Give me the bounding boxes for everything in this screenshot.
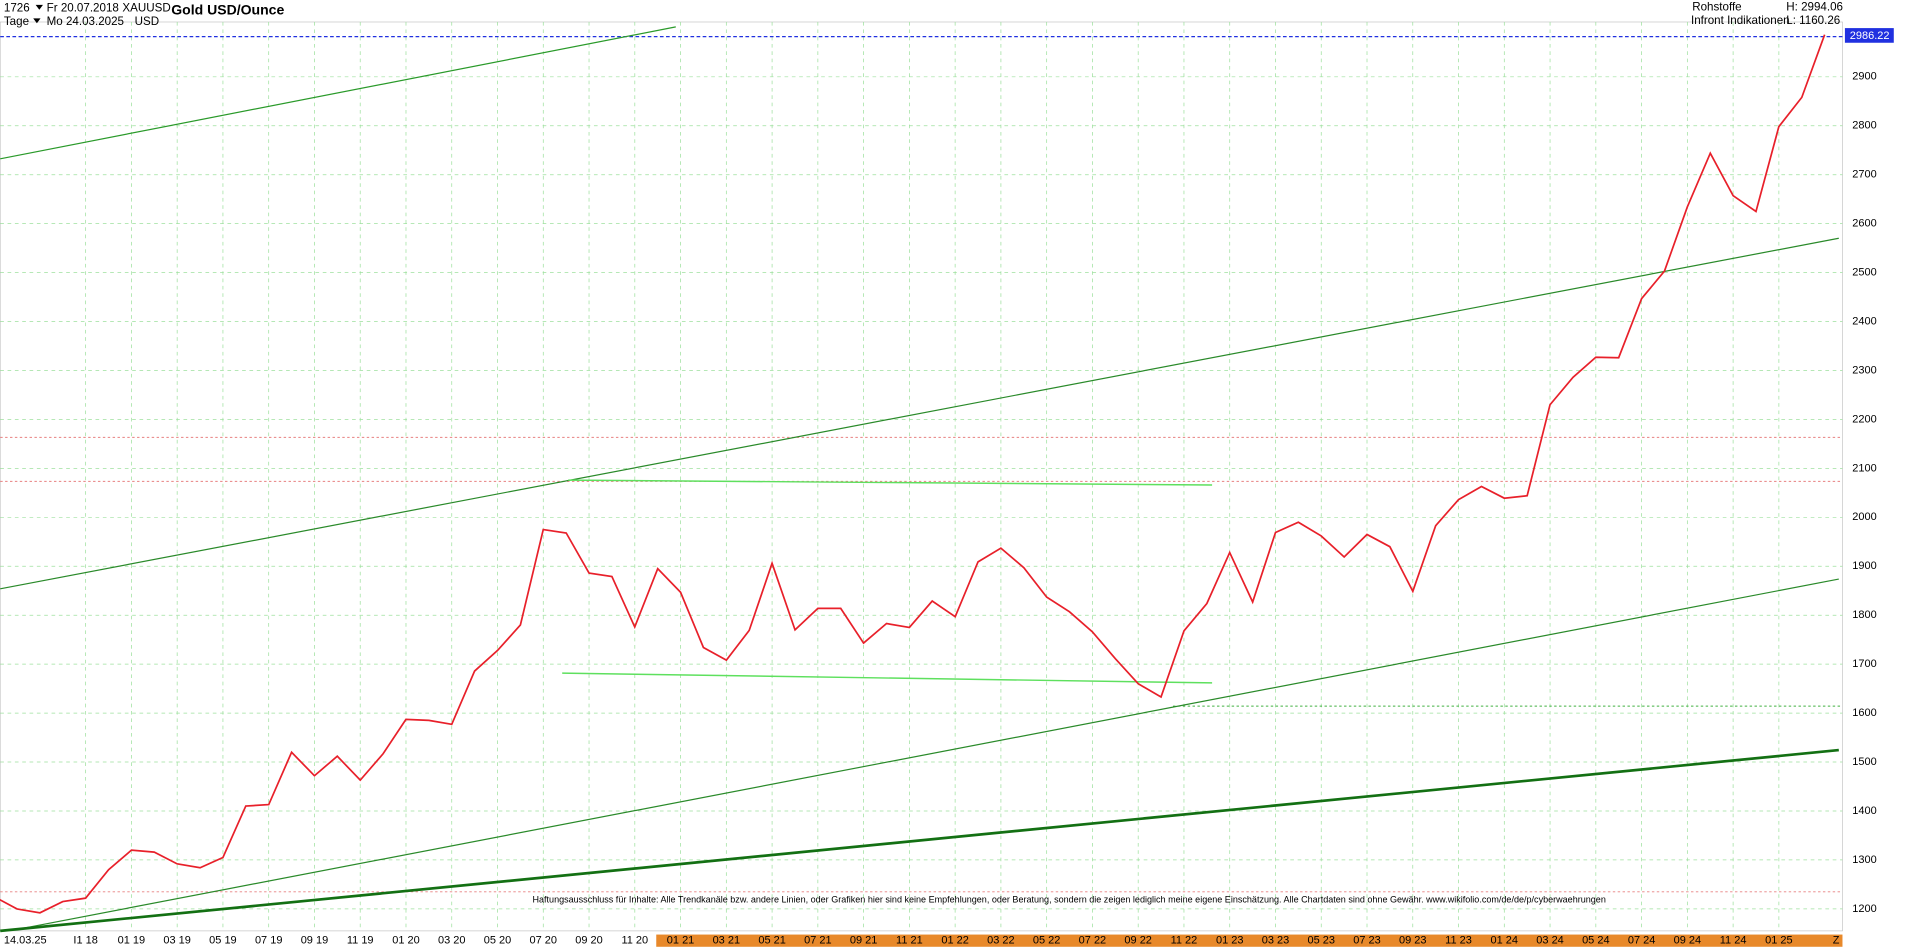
header-start: Fr 20.07.2018 [47, 2, 119, 15]
x-tick-label: 09 19 [301, 935, 329, 947]
series [0, 34, 1826, 914]
header-market: Rohstoffe [1692, 0, 1741, 13]
dropdown-arrow [33, 18, 41, 24]
x-tick-label: 05 23 [1307, 935, 1335, 947]
trendline [0, 748, 1839, 933]
axis-band [656, 934, 1843, 947]
y-tick-label: 2000 [1852, 511, 1876, 523]
x-tick-label: 09 21 [850, 935, 878, 947]
x-tick-label: 01 23 [1216, 935, 1244, 947]
x-tick-label: 01 24 [1491, 935, 1518, 947]
y-tick-label: 1300 [1852, 854, 1876, 866]
x-tick-label: 07 22 [1079, 935, 1107, 947]
x-tick-label: 05 22 [1033, 935, 1061, 947]
header-period: Tage [4, 15, 29, 28]
x-tick-label: 09 22 [1124, 935, 1152, 947]
trendline [568, 479, 1213, 486]
trendline [22, 578, 1839, 930]
cursor-date: 14.03.25 [4, 935, 47, 947]
y-tick-label: 1200 [1852, 903, 1876, 915]
y-tick-label: 2300 [1852, 364, 1876, 376]
x-tick-label: 11 20 [621, 935, 648, 947]
levels [0, 36, 1843, 893]
x-tick-label: I1 18 [73, 935, 97, 947]
plot-area [0, 21, 1843, 932]
corner-label: Z [1833, 935, 1840, 947]
y-tick-label: 1500 [1852, 756, 1876, 768]
x-tick-label: 07 23 [1353, 935, 1381, 947]
y-tick-label: 2600 [1852, 218, 1876, 230]
header-currency: USD [135, 15, 159, 28]
trendlines [0, 26, 1839, 933]
x-tick-label: 03 24 [1536, 935, 1563, 947]
y-tick-label: 2800 [1852, 120, 1876, 132]
header-low: L: 1160.26 [1786, 14, 1840, 27]
price-tag-label: 2986.22 [1850, 30, 1890, 42]
x-tick-label: 07 19 [255, 935, 282, 947]
x-tick-label: 11 23 [1445, 935, 1472, 947]
header-count: 1726 [4, 2, 30, 15]
y-tick-label: 2900 [1852, 71, 1876, 83]
x-tick-label: 03 22 [987, 935, 1015, 947]
x-tick-label: 11 21 [896, 935, 923, 947]
x-tick-label: 09 23 [1399, 935, 1427, 947]
x-tick-label: 01 19 [118, 935, 145, 947]
chart-title: Gold USD/Ounce [171, 2, 284, 18]
header-symbol: XAUUSD [122, 2, 170, 15]
x-tick-label: 03 21 [713, 935, 741, 947]
y-tick-label: 2200 [1852, 413, 1876, 425]
x-tick-label: 07 20 [530, 935, 558, 947]
x-tick-label: 11 19 [347, 935, 374, 947]
y-tick-label: 1700 [1852, 658, 1876, 670]
trendline [562, 672, 1213, 684]
x-tick-label: 05 21 [758, 935, 786, 947]
x-tick-label: 05 24 [1582, 935, 1609, 947]
x-tick-label: 07 24 [1628, 935, 1655, 947]
price-line [0, 34, 1826, 914]
y-tick-label: 2400 [1852, 315, 1876, 327]
y-tick-label: 1400 [1852, 805, 1876, 817]
x-tick-label: 03 19 [163, 935, 191, 947]
x-tick-label: 11 22 [1171, 935, 1198, 947]
trendline [0, 26, 676, 160]
header-source: Infront Indikationen [1691, 14, 1790, 27]
x-tick-label: 01 21 [667, 935, 695, 947]
header-end: Mo 24.03.2025 [47, 15, 124, 28]
y-tick-label: 1800 [1852, 609, 1876, 621]
price-tag [1844, 28, 1894, 43]
x-tick-label: 01 25 [1765, 935, 1792, 947]
y-tick-label: 2700 [1852, 169, 1876, 181]
header-high: H: 2994.06 [1786, 0, 1843, 13]
x-tick-label: 07 21 [804, 935, 832, 947]
x-tick-label: 03 23 [1262, 935, 1290, 947]
disclaimer: Haftungsausschluss für Inhalte: Alle Tre… [532, 895, 1605, 905]
y-tick-label: 1600 [1852, 707, 1876, 719]
y-tick-label: 2100 [1852, 462, 1876, 474]
x-tick-label: 09 24 [1674, 935, 1701, 947]
x-tick-label: 09 20 [575, 935, 603, 947]
x-tick-label: 01 22 [941, 935, 969, 947]
trendline [0, 237, 1839, 590]
dropdown-arrow [35, 4, 43, 10]
x-tick-label: 05 19 [209, 935, 237, 947]
x-tick-label: 03 20 [438, 935, 466, 947]
y-tick-label: 2500 [1852, 266, 1876, 278]
x-tick-label: 05 20 [484, 935, 512, 947]
y-tick-label: 1900 [1852, 560, 1876, 572]
x-tick-label: 11 24 [1720, 935, 1747, 947]
x-tick-label: 01 20 [392, 935, 420, 947]
